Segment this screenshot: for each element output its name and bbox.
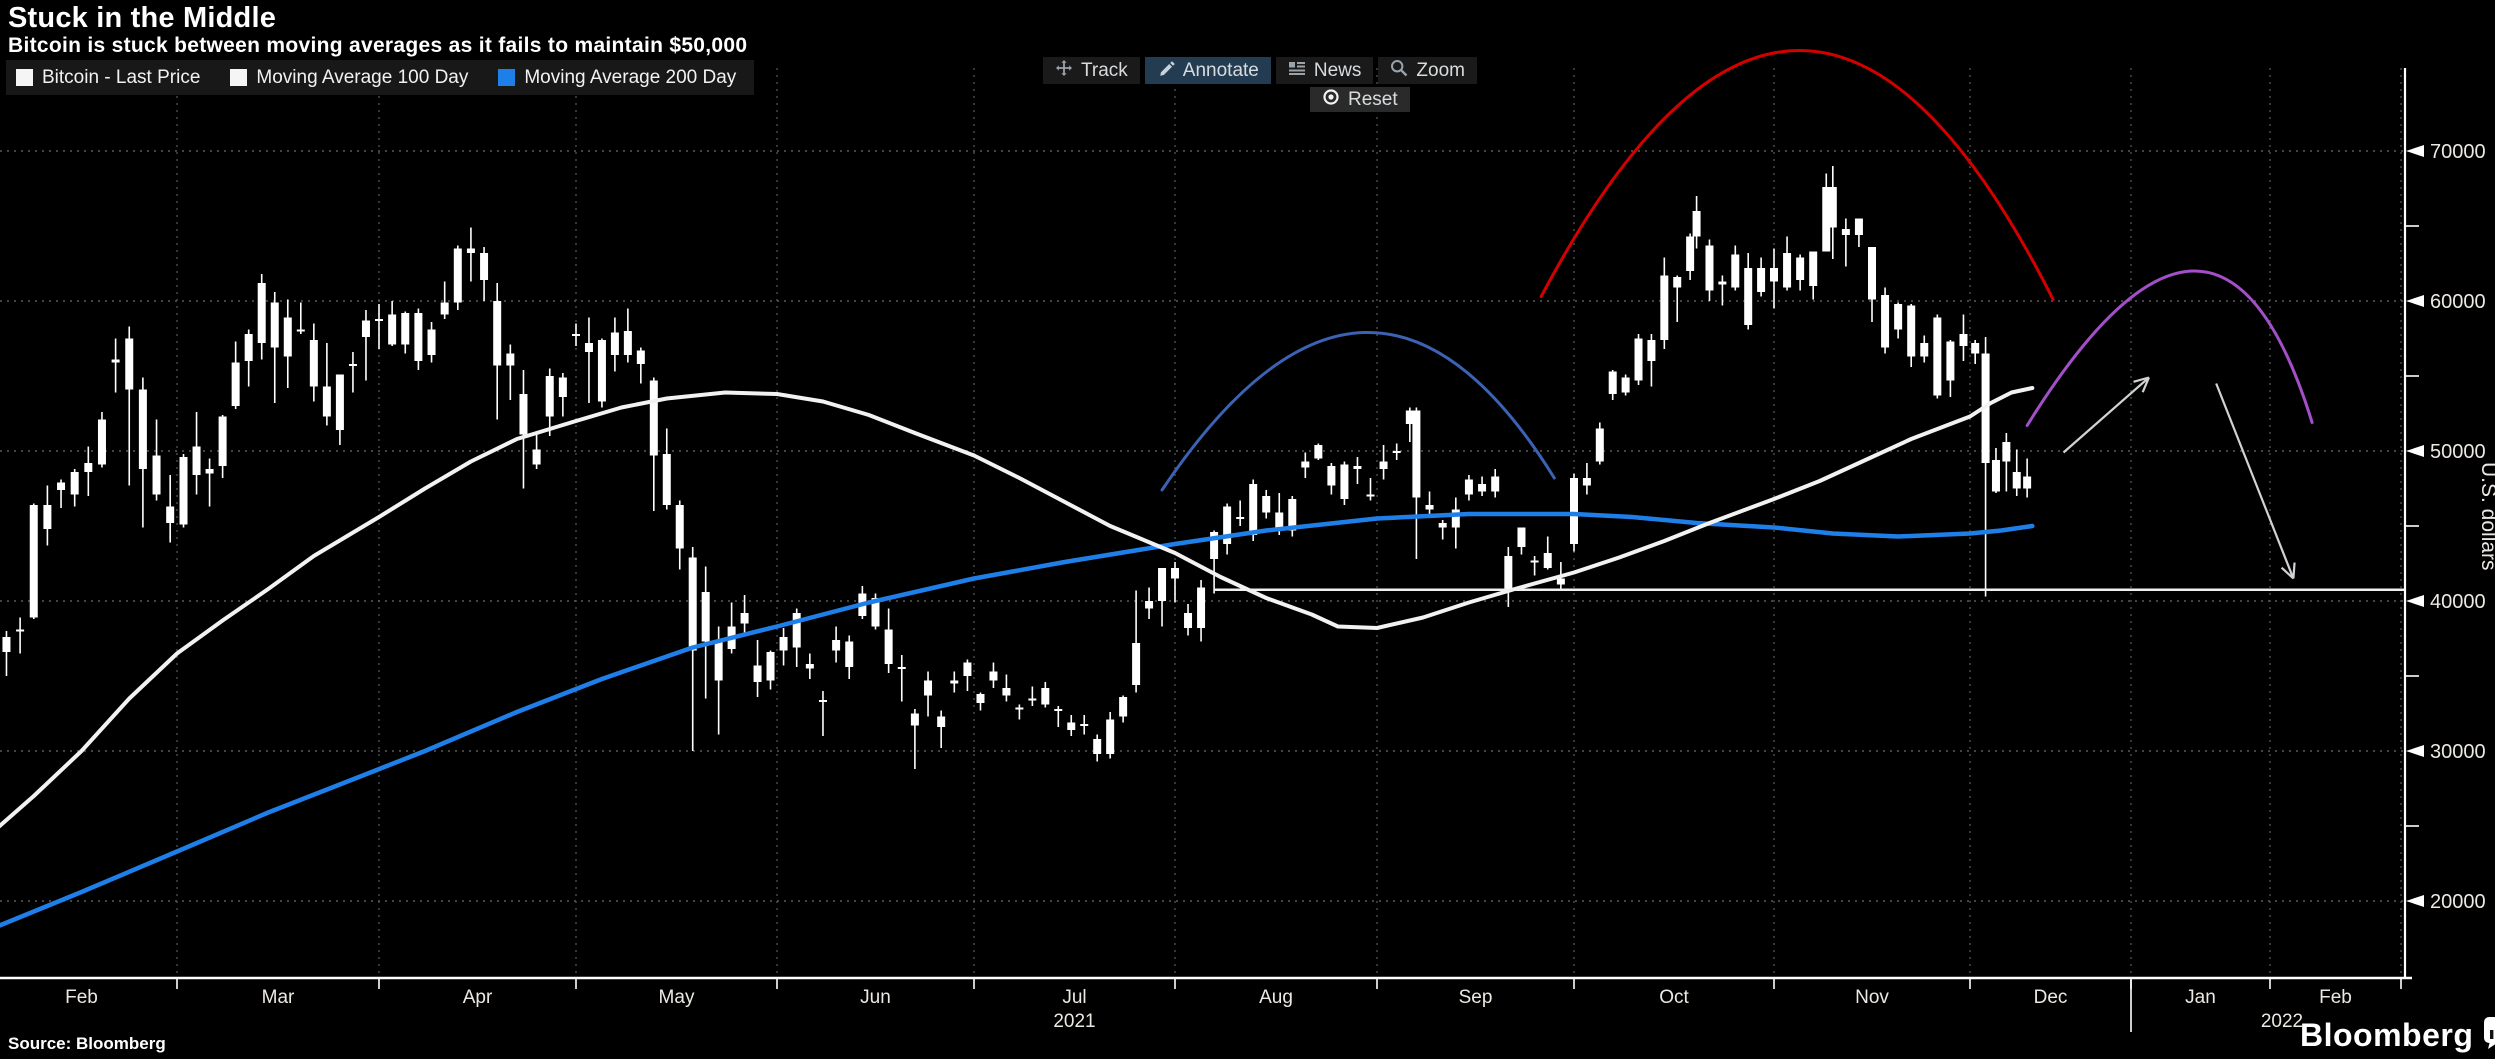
svg-text:Jan: Jan bbox=[2185, 987, 2216, 1008]
track-icon bbox=[1055, 59, 1073, 83]
up-arrow-annotation[interactable] bbox=[2062, 376, 2150, 454]
track-button[interactable]: Track bbox=[1043, 57, 1140, 84]
annotate-label: Annotate bbox=[1182, 59, 1259, 81]
legend-label: Moving Average 100 Day bbox=[256, 66, 469, 88]
svg-text:Jun: Jun bbox=[860, 987, 891, 1008]
annotate-icon bbox=[1157, 59, 1175, 83]
purple-arc-annotation[interactable] bbox=[2025, 269, 2314, 427]
news-label: News bbox=[1313, 59, 1362, 81]
y-axis-labels: 20000 30000 40000 50000 60000 70000 bbox=[2405, 141, 2486, 913]
svg-text:May: May bbox=[659, 987, 695, 1008]
grid-lines bbox=[0, 68, 2405, 978]
svg-text:2021: 2021 bbox=[1053, 1011, 1095, 1032]
y-axis-title: U.S. dollars bbox=[2477, 462, 2495, 571]
zoom-label: Zoom bbox=[1416, 59, 1465, 81]
svg-text:Mar: Mar bbox=[262, 987, 295, 1008]
svg-text:Jul: Jul bbox=[1062, 987, 1086, 1008]
last-price-swatch-icon bbox=[16, 69, 33, 86]
bloomberg-terminal-icon bbox=[2483, 1016, 2495, 1055]
svg-text:50000: 50000 bbox=[2430, 441, 2486, 463]
legend-item-ma100[interactable]: Moving Average 100 Day bbox=[230, 67, 468, 89]
source-attribution: Source: Bloomberg bbox=[8, 1034, 166, 1053]
zoom-icon bbox=[1390, 59, 1408, 83]
track-label: Track bbox=[1081, 59, 1128, 81]
bloomberg-logo-text: Bloomberg bbox=[2300, 1017, 2474, 1053]
svg-text:20000: 20000 bbox=[2430, 891, 2486, 913]
legend-item-ma200[interactable]: Moving Average 200 Day bbox=[498, 67, 736, 89]
x-axis-labels: Feb Mar Apr May Jun Jul Aug Sep Oct Nov Dec Jan Feb 2… bbox=[65, 987, 2352, 1032]
legend-label: Moving Average 200 Day bbox=[524, 66, 737, 88]
svg-text:Aug: Aug bbox=[1259, 987, 1293, 1008]
news-button[interactable]: News bbox=[1275, 57, 1374, 84]
svg-text:2022: 2022 bbox=[2261, 1011, 2303, 1032]
red-arc-annotation[interactable] bbox=[1539, 49, 2055, 301]
down-arrow-annotation[interactable] bbox=[2215, 383, 2296, 580]
annotate-button[interactable]: Annotate bbox=[1144, 57, 1271, 84]
svg-text:Feb: Feb bbox=[65, 987, 98, 1008]
news-icon bbox=[1288, 59, 1306, 83]
svg-text:30000: 30000 bbox=[2430, 741, 2486, 763]
svg-text:60000: 60000 bbox=[2430, 291, 2486, 313]
svg-text:Sep: Sep bbox=[1459, 987, 1493, 1008]
legend-label: Bitcoin - Last Price bbox=[42, 66, 201, 88]
legend-item-last-price[interactable]: Bitcoin - Last Price bbox=[16, 67, 200, 89]
reset-button[interactable]: Reset bbox=[1310, 87, 1410, 112]
svg-text:Nov: Nov bbox=[1855, 987, 1889, 1008]
reset-icon bbox=[1322, 88, 1340, 112]
chart-toolbar: Track Annotate News bbox=[1043, 57, 1477, 84]
svg-text:40000: 40000 bbox=[2430, 591, 2486, 613]
candlestick-series[interactable] bbox=[0, 166, 2032, 769]
svg-text:70000: 70000 bbox=[2430, 141, 2486, 163]
svg-text:Dec: Dec bbox=[2034, 987, 2068, 1008]
svg-text:Apr: Apr bbox=[463, 987, 493, 1008]
svg-text:Oct: Oct bbox=[1659, 987, 1689, 1008]
ma100-line[interactable] bbox=[0, 386, 2035, 838]
svg-text:Feb: Feb bbox=[2319, 987, 2352, 1008]
bloomberg-logo: Bloomberg bbox=[2300, 1016, 2495, 1055]
reset-label: Reset bbox=[1348, 88, 1398, 110]
page-title: Stuck in the Middle bbox=[8, 2, 277, 34]
blue-arc-annotation[interactable] bbox=[1160, 331, 1556, 492]
ma200-swatch-icon bbox=[498, 69, 516, 86]
ma100-swatch-icon bbox=[230, 69, 248, 86]
zoom-button[interactable]: Zoom bbox=[1378, 57, 1477, 84]
legend: Bitcoin - Last Price Moving Average 100 … bbox=[6, 60, 755, 95]
page-subtitle: Bitcoin is stuck between moving averages… bbox=[8, 34, 748, 57]
ma200-line[interactable] bbox=[0, 511, 2035, 931]
